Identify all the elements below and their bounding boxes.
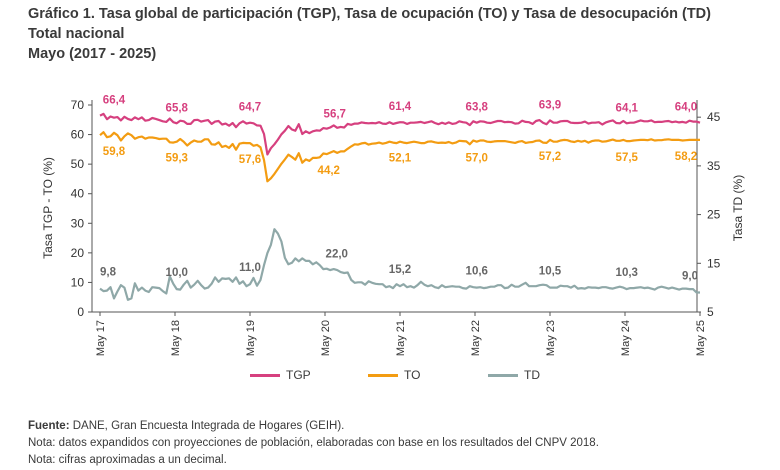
y-tick-label-left: 30	[71, 216, 85, 230]
legend-label-tgp: TGP	[286, 368, 311, 382]
x-tick-label: May 23	[545, 320, 557, 356]
x-tick-label: May 17	[95, 320, 107, 356]
chart-title: Gráfico 1. Tasa global de participación …	[28, 6, 711, 22]
source-text: DANE, Gran Encuesta Integrada de Hogares…	[69, 420, 345, 432]
legend-item-td: TD	[488, 368, 540, 382]
legend-label-to: TO	[404, 368, 421, 382]
legend-item-tgp: TGP	[250, 368, 311, 382]
y-tick-label-left: 0	[77, 305, 84, 319]
series-line-td	[99, 228, 700, 301]
y-tick-label-right: 15	[707, 256, 721, 270]
y-tick-label-right: 25	[707, 208, 721, 222]
data-label-tgp: 56,7	[324, 109, 346, 121]
data-label-to: 57,5	[616, 152, 639, 164]
chart-legend: TGP TO TD	[0, 368, 780, 384]
series-line-tgp	[99, 112, 701, 156]
data-label-td: 10,3	[616, 267, 638, 279]
data-label-td: 9,8	[100, 267, 117, 279]
y-tick-label-left: 20	[71, 246, 85, 260]
y-tick-label-left: 60	[71, 128, 85, 142]
data-label-to: 57,6	[239, 154, 261, 166]
data-label-tgp: 64,7	[239, 102, 261, 114]
data-label-to: 59,3	[166, 153, 188, 165]
data-label-tgp: 65,8	[166, 102, 189, 114]
note-rounding: Nota: cifras aproximadas a un decimal.	[28, 454, 227, 466]
legend-item-to: TO	[368, 368, 420, 382]
source-label: Fuente:	[28, 420, 70, 432]
data-label-tgp: 63,8	[466, 102, 489, 114]
data-label-to: 44,2	[318, 165, 340, 177]
chart-notes: Fuente: DANE, Gran Encuesta Integrada de…	[28, 418, 599, 469]
source-note: Fuente: DANE, Gran Encuesta Integrada de…	[28, 418, 599, 435]
y-tick-label-right: 35	[707, 159, 721, 173]
data-label-to: 58,2	[675, 151, 697, 163]
chart-title-block: Gráfico 1. Tasa global de participación …	[28, 4, 711, 64]
data-label-tgp: 63,9	[539, 99, 561, 111]
data-label-td: 22,0	[326, 249, 348, 261]
data-label-tgp: 66,4	[103, 95, 126, 107]
x-tick-label: May 19	[245, 320, 257, 356]
chart-subtitle-period: Mayo (2017 - 2025)	[28, 46, 157, 62]
x-tick-label: May 22	[470, 320, 482, 356]
x-tick-label: May 24	[620, 320, 632, 356]
data-label-td: 15,2	[389, 264, 411, 276]
y-tick-label-left: 70	[71, 98, 85, 112]
data-label-to: 52,1	[389, 153, 412, 165]
y-tick-label-left: 40	[71, 187, 85, 201]
note-projections: Nota: datos expandidos con proyecciones …	[28, 437, 599, 449]
data-label-td: 10,6	[466, 266, 488, 278]
legend-swatch-to	[368, 373, 398, 377]
data-label-tgp: 61,4	[389, 101, 412, 113]
x-tick-label: May 21	[395, 320, 407, 356]
x-tick-label: May 18	[170, 320, 182, 356]
data-label-to: 59,8	[103, 146, 126, 158]
data-label-td: 10,5	[539, 266, 562, 278]
y-axis-title-right: Tasa TD (%)	[731, 175, 745, 241]
data-label-tgp: 64,1	[616, 102, 639, 114]
x-tick-label: May 25	[695, 320, 707, 356]
data-label-to: 57,2	[539, 151, 561, 163]
legend-swatch-td	[488, 373, 518, 377]
data-label-tgp: 64,0	[675, 102, 697, 114]
data-label-td: 10,0	[166, 267, 188, 279]
data-label-to: 57,0	[466, 153, 488, 165]
y-tick-label-right: 5	[707, 305, 714, 319]
y-tick-label-right: 45	[707, 110, 721, 124]
legend-swatch-tgp	[250, 373, 280, 377]
chart-subtitle-scope: Total nacional	[28, 26, 125, 42]
y-tick-label-left: 50	[71, 157, 85, 171]
data-label-td: 9,0	[682, 271, 698, 283]
y-axis-title-left: Tasa TGP - TO (%)	[41, 157, 55, 259]
x-tick-label: May 20	[320, 320, 332, 356]
series-line-to	[99, 131, 700, 183]
legend-label-td: TD	[524, 368, 540, 382]
data-label-td: 11,0	[239, 262, 261, 274]
y-tick-label-left: 10	[71, 275, 85, 289]
